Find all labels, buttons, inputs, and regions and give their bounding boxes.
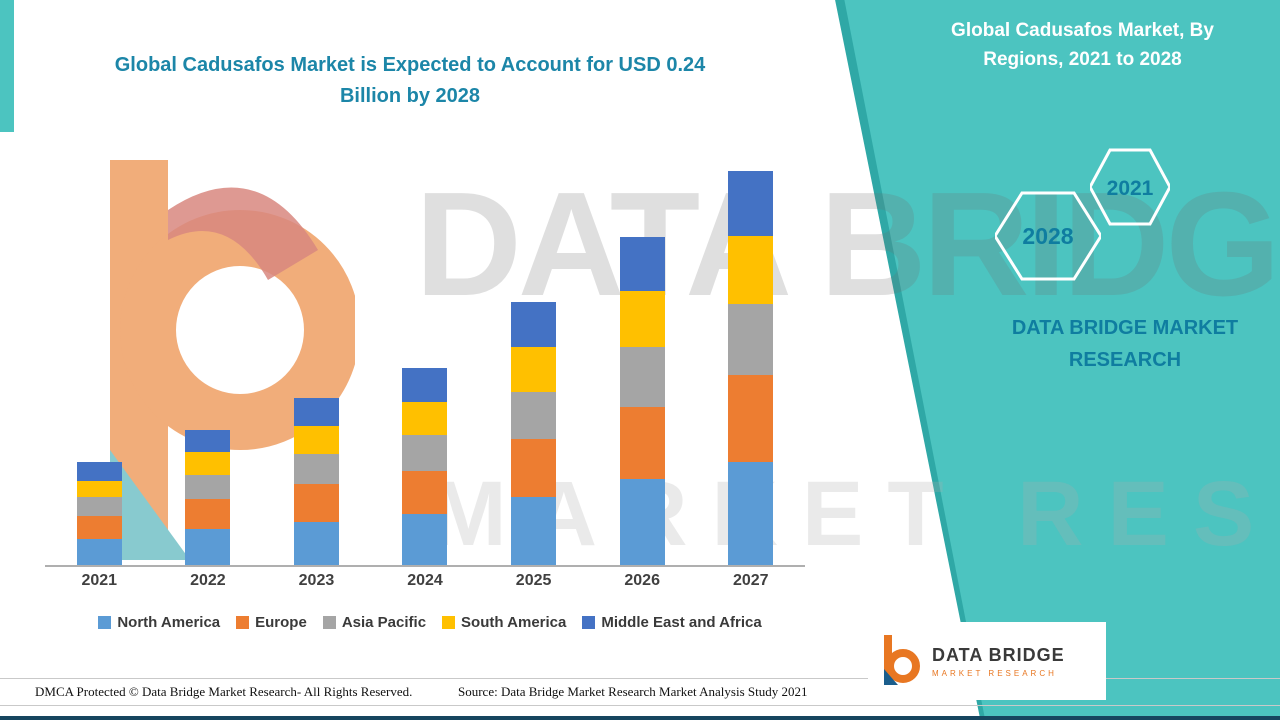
brand-text-line1: DATA BRIDGE MARKET [1011,317,1239,339]
bottom-edge-bar [0,716,1280,720]
brand-text-line2: RESEARCH [1068,349,1182,371]
bar-segment-2023-south-america [293,426,339,455]
bar-segment-2021-south-america [76,480,122,498]
legend-swatch [442,616,456,629]
bar-segment-2021-middle-east-and-africa [76,461,122,481]
logo-subtitle: MARKET RESEARCH [932,668,1057,678]
bar-segment-2021-europe [76,516,122,539]
bar-segment-2022-south-america [185,452,231,475]
bar-segment-2025-middle-east-and-africa [511,302,557,348]
bar-segment-2024-south-america [402,401,448,436]
watermark-data-bridge: DATA BRIDGE [415,162,1280,327]
side-panel-title: Global Cadusafos Market, By Regions, 202… [915,16,1250,74]
x-axis-label-2024: 2024 [407,572,443,589]
legend-item-middle-east-and-africa: Middle East and Africa [582,614,762,631]
bar-segment-2027-middle-east-and-africa [728,170,774,237]
bar-segment-2023-asia-pacific [293,454,339,485]
bar-segment-2022-asia-pacific [185,474,231,500]
bar-segment-2023-north-america [293,521,339,565]
bar-2026 [619,236,665,565]
logo-box: DATA BRIDGE MARKET RESEARCH [868,622,1106,700]
bar-segment-2027-north-america [728,461,774,565]
legend-swatch [322,616,336,629]
bar-segment-2024-north-america [402,514,448,565]
legend-label: Asia Pacific [341,614,427,631]
bar-segment-2023-middle-east-and-africa [293,397,339,427]
legend-item-europe: Europe [236,614,307,631]
bar-segment-2024-middle-east-and-africa [402,367,448,402]
legend-label: Middle East and Africa [601,614,762,631]
bar-segment-2025-north-america [511,497,557,565]
legend-item-north-america: North America [98,614,220,631]
x-axis-label-2027: 2027 [732,572,769,589]
x-axis-label-2022: 2022 [190,572,226,589]
hexagon-2028-label: 2028 [1022,223,1073,249]
chart-title-line2: Billion by 2028 [339,85,481,107]
bar-2022 [185,429,231,565]
bar-2021 [76,461,122,565]
footer-source-text: Source: Data Bridge Market Research Mark… [458,684,808,699]
legend-swatch [236,616,250,629]
side-panel-title-line2: Regions, 2021 to 2028 [983,49,1182,70]
bar-segment-2025-asia-pacific [511,392,557,440]
bar-segment-2023-europe [293,484,339,522]
footer-dmca-text: DMCA Protected © Data Bridge Market Rese… [35,684,413,699]
bar-segment-2022-europe [185,499,231,530]
plot-area [45,150,805,567]
legend-label: Europe [255,614,307,631]
x-axis-label-2021: 2021 [81,572,118,589]
x-axis-label-2025: 2025 [515,572,552,589]
left-teal-strip [0,0,14,132]
chart-title: Global Cadusafos Market is Expected to A… [60,50,760,112]
bar-segment-2026-south-america [619,290,665,348]
bar-segment-2021-north-america [76,538,122,565]
bar-segment-2022-north-america [185,529,231,565]
logo-name: DATA BRIDGE [932,644,1065,665]
hexagon-2021-label: 2021 [1107,177,1154,200]
bar-segment-2027-south-america [728,236,774,305]
bar-2027 [728,170,774,565]
data-bridge-logo-icon [884,635,920,685]
bar-segment-2026-europe [619,407,665,479]
bar-segment-2024-europe [402,471,448,515]
chart-legend: North America Europe Asia Pacific South Ame… [30,614,830,631]
bar-segment-2025-europe [511,439,557,498]
footer-bottom-rule [0,705,1280,706]
legend-item-asia-pacific: Asia Pacific [322,614,427,631]
legend-swatch [582,616,596,629]
legend-item-south-america: South America [442,614,566,631]
legend-swatch [98,616,112,629]
bar-segment-2021-asia-pacific [76,497,122,517]
hexagon-2021: 2021 [1090,148,1170,226]
legend-label: South America [461,614,567,631]
footer-top-rule [0,678,1280,679]
bar-segment-2022-middle-east-and-africa [185,429,231,453]
brand-text: DATA BRIDGE MARKET RESEARCH [1000,312,1250,376]
side-panel-title-line1: Global Cadusafos Market, By [951,20,1214,41]
bar-segment-2026-asia-pacific [619,347,665,408]
bar-2023 [293,397,339,565]
legend-label: North America [117,614,221,631]
watermark-market-research: MARKET RESEARCH [430,463,1280,565]
bar-segment-2025-south-america [511,347,557,393]
bar-segment-2027-europe [728,375,774,462]
bar-segment-2024-asia-pacific [402,435,448,472]
x-axis-label-2026: 2026 [624,572,660,589]
bar-segment-2026-north-america [619,478,665,565]
chart-title-line1: Global Cadusafos Market is Expected to A… [114,54,706,76]
x-axis-label-2023: 2023 [298,572,335,589]
logo-text: DATA BRIDGE MARKET RESEARCH [932,645,1065,678]
bar-segment-2027-asia-pacific [728,304,774,376]
bar-segment-2026-middle-east-and-africa [619,236,665,291]
x-axis-labels: 2021 2022 2023 2024 2025 2026 2027 [45,572,805,590]
bar-2024 [402,367,448,565]
bar-2025 [511,302,557,565]
hexagon-2028: 2028 [995,190,1101,282]
